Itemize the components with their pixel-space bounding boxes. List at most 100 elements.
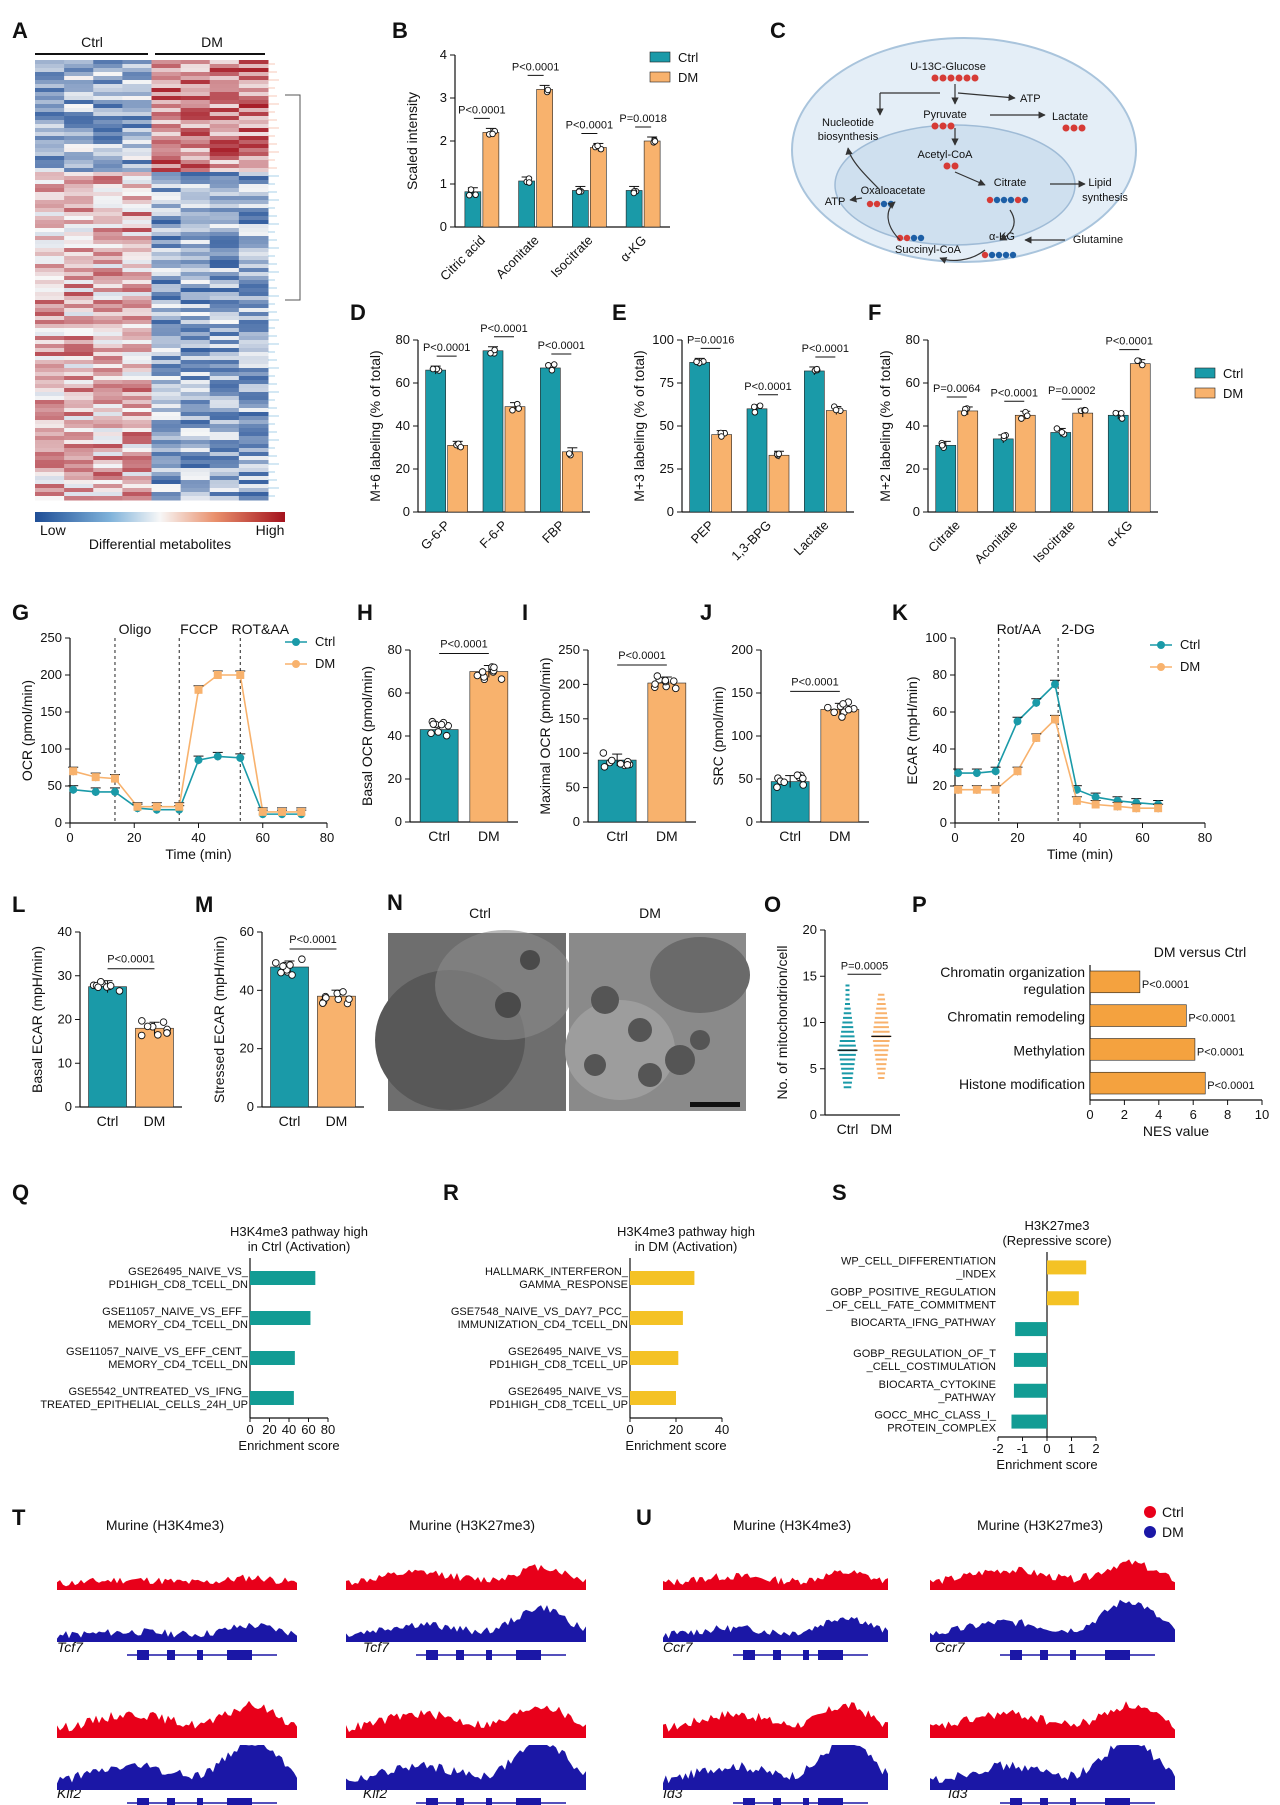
heatmap-cell [93, 152, 123, 157]
heatmap-cell [180, 420, 211, 425]
heatmap-cell [209, 404, 240, 409]
track-ctrl-signal [57, 1700, 297, 1738]
x-tick-label: Ctrl [779, 828, 801, 844]
heatmap-cell [122, 416, 152, 421]
data-point [497, 675, 506, 683]
heatmap-cell [122, 108, 152, 113]
heatmap-cell [209, 280, 240, 285]
panel-f-chart: F 0 20 40 60 80 M+2 labeling (% of total) P=0.0… [868, 300, 1243, 566]
heatmap-cell [64, 156, 94, 161]
heatmap-cell [238, 484, 269, 489]
heatmap-cell [64, 436, 94, 441]
heatmap-cell [93, 276, 123, 281]
scale-bar [690, 1102, 740, 1107]
heatmap-cell [151, 116, 182, 121]
x-tick-label: 0 [1086, 1107, 1093, 1122]
data-point [159, 1018, 168, 1026]
heatmap-cell [209, 64, 240, 69]
label-citrate: Citrate [994, 177, 1026, 189]
injection-label: FCCP [180, 621, 218, 637]
track-dm-signal [663, 1745, 888, 1790]
heatmap-cell [151, 180, 182, 185]
heatmap-cell [209, 420, 240, 425]
series-point [1032, 698, 1041, 707]
heatmap-cell [122, 280, 152, 285]
label-synthesis: synthesis [1082, 192, 1128, 204]
heatmap-cell [64, 364, 94, 369]
heatmap-cell [209, 424, 240, 429]
heatmap-cell [122, 96, 152, 101]
data-point [550, 361, 558, 368]
heatmap-cell [209, 324, 240, 329]
heatmap-cell [64, 168, 94, 173]
heatmap-cell [35, 344, 65, 349]
heatmap-cell [64, 192, 94, 197]
heatmap-cell [238, 156, 269, 161]
heatmap-cell [238, 248, 269, 253]
heatmap-cell [209, 476, 240, 481]
heatmap-cell [238, 164, 269, 169]
heatmap-cell [93, 476, 123, 481]
heatmap-cell [209, 264, 240, 269]
heatmap-cell [238, 296, 269, 301]
carbon-dot [880, 200, 888, 208]
data-point [1134, 357, 1141, 364]
heatmap-cell [209, 272, 240, 277]
heatmap-cell [93, 128, 123, 133]
dendrogram-root [285, 94, 301, 301]
heatmap-cell [122, 244, 152, 249]
data-point [491, 346, 498, 354]
heatmap-cell [35, 380, 65, 385]
heatmap-cell [151, 224, 182, 229]
heatmap-cell [35, 148, 65, 153]
chart-title: H3K27me3 [1024, 1218, 1089, 1233]
heatmap-cell [238, 240, 269, 245]
heatmap-cell [122, 308, 152, 313]
heatmap-cell [209, 448, 240, 453]
data-point [1053, 425, 1061, 432]
track-legend-ctrl: Ctrl [1162, 1504, 1184, 1520]
x-tick-label: 40 [191, 830, 205, 845]
heatmap-cell [93, 212, 123, 217]
heatmap-cell [64, 468, 94, 473]
heatmap-cell [122, 180, 152, 185]
y-tick-label: 10 [58, 1055, 72, 1070]
heatmap-cell [35, 436, 65, 441]
heatmap-cell [93, 368, 123, 373]
track-ctrl-signal [663, 1570, 888, 1590]
data-point [94, 983, 102, 992]
heatmap-cell [180, 124, 211, 129]
p-value: P=0.0005 [841, 960, 888, 972]
heatmap-cell [209, 288, 240, 293]
heatmap-cell [93, 148, 123, 153]
heatmap-cell [151, 184, 182, 189]
heatmap-cell [238, 180, 269, 185]
heatmap-cell [93, 332, 123, 337]
data-point [272, 959, 280, 967]
y-tick-label: 60 [388, 685, 402, 700]
heatmap-cell [151, 264, 182, 269]
y-tick-label: 1 [440, 176, 447, 191]
x-tick-label: DM [656, 828, 678, 844]
y-tick-label: 0 [403, 504, 410, 519]
heatmap-cell [122, 444, 152, 449]
data-point [466, 191, 473, 199]
heatmap-cell [93, 68, 123, 73]
heatmap-cell [93, 436, 123, 441]
heatmap-cell [209, 364, 240, 369]
heatmap-cell [93, 468, 123, 473]
heatmap-cell [180, 392, 211, 397]
heatmap-cell [35, 448, 65, 453]
heatmap-cell [180, 488, 211, 493]
data-point [345, 995, 353, 1003]
heatmap-cell [151, 296, 182, 301]
heatmap-cell [122, 172, 152, 177]
y-tick-label: 200 [40, 667, 62, 682]
y-tick-label: 30 [58, 968, 72, 983]
x-tick-label: Ctrl [279, 1113, 301, 1129]
heatmap-cell [209, 168, 240, 173]
heatmap-cell [180, 116, 211, 121]
p-value: P<0.0001 [1197, 1046, 1244, 1058]
heatmap-cell [209, 356, 240, 361]
bar-dm [1129, 363, 1151, 513]
